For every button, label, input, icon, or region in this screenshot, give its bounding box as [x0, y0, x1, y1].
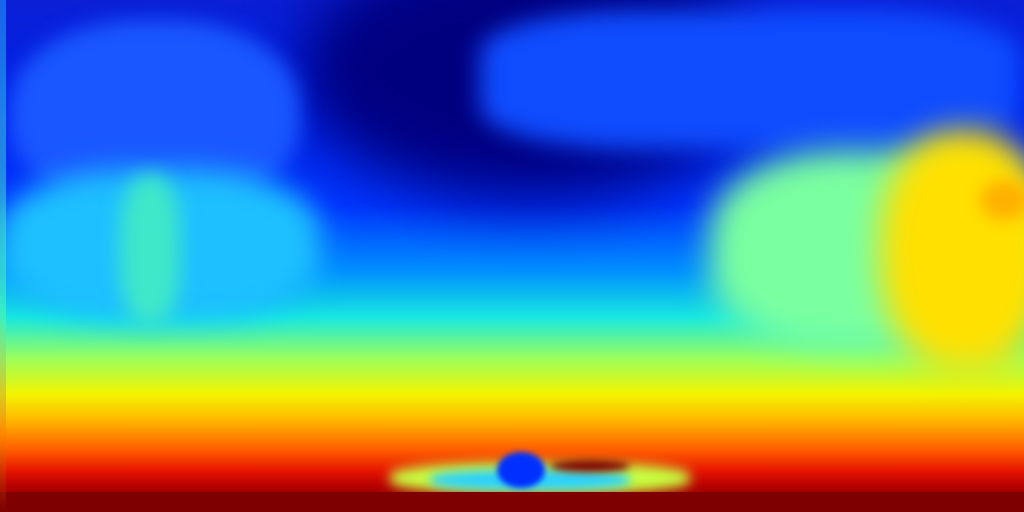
bottom-dark-patch: [550, 460, 630, 472]
left-edge-artifact: [0, 0, 6, 512]
bottom-dome-object: [497, 452, 545, 488]
left-spire-structure: [120, 175, 180, 325]
nearest-floor-band: [0, 492, 1024, 512]
right-nearest-patch: [980, 180, 1024, 220]
right-upper-structure: [480, 10, 1020, 150]
right-near-structure: [880, 130, 1024, 370]
